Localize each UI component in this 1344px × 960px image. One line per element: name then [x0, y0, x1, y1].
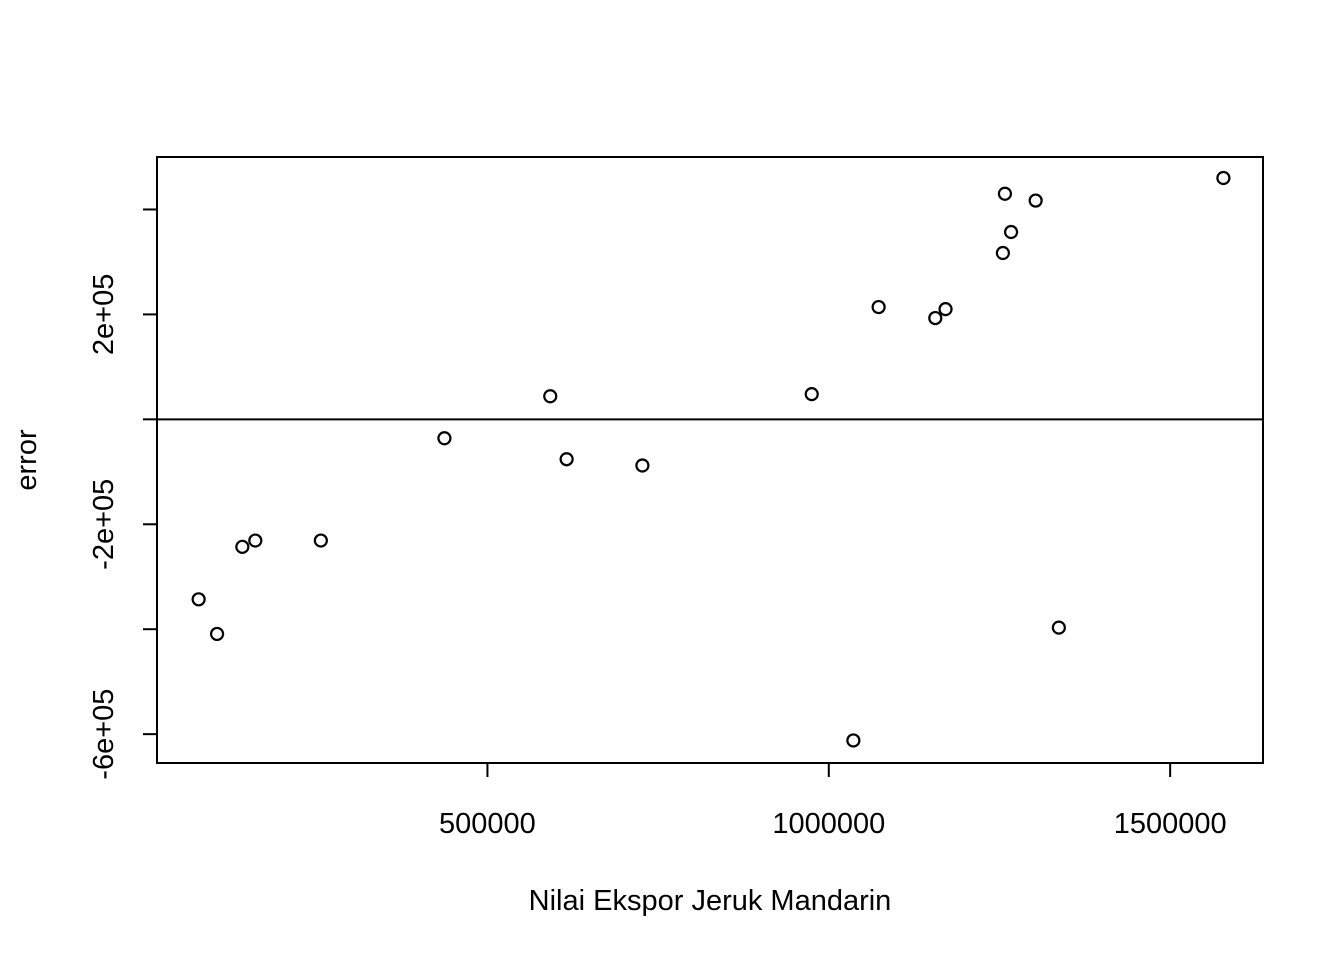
data-point: [437, 431, 452, 446]
data-point: [248, 533, 263, 548]
y-tick-label: -6e+05: [88, 689, 120, 780]
data-point: [209, 626, 225, 642]
data-point: [191, 592, 206, 607]
data-point: [928, 310, 943, 326]
plot-frame: [156, 156, 1264, 764]
x-tick-label: 1500000: [1114, 808, 1227, 840]
x-axis: 500000 1000000 1500000: [439, 763, 1227, 840]
data-point: [846, 733, 861, 748]
y-tick-label: -2e+05: [88, 479, 120, 570]
data-point: [804, 387, 819, 402]
y-tick-label: 2e+05: [88, 274, 120, 355]
data-point: [871, 299, 886, 315]
x-tick-label: 1000000: [772, 808, 885, 840]
data-point: [1051, 620, 1066, 635]
data-point: [543, 389, 558, 404]
data-point: [235, 539, 250, 554]
data-points: [191, 170, 1231, 748]
data-point: [1003, 224, 1019, 240]
data-point: [938, 302, 953, 317]
x-tick-label: 500000: [439, 808, 536, 840]
data-point: [559, 452, 574, 467]
data-point: [1028, 193, 1043, 208]
data-point: [1216, 170, 1231, 186]
data-point: [635, 458, 650, 473]
y-axis: -6e+05 -2e+05 2e+05: [88, 208, 157, 780]
data-point: [995, 245, 1010, 261]
data-point: [997, 186, 1013, 201]
y-axis-title: error: [11, 429, 43, 491]
data-point: [313, 533, 328, 548]
x-axis-title: Nilai Ekspor Jeruk Mandarin: [529, 885, 892, 917]
